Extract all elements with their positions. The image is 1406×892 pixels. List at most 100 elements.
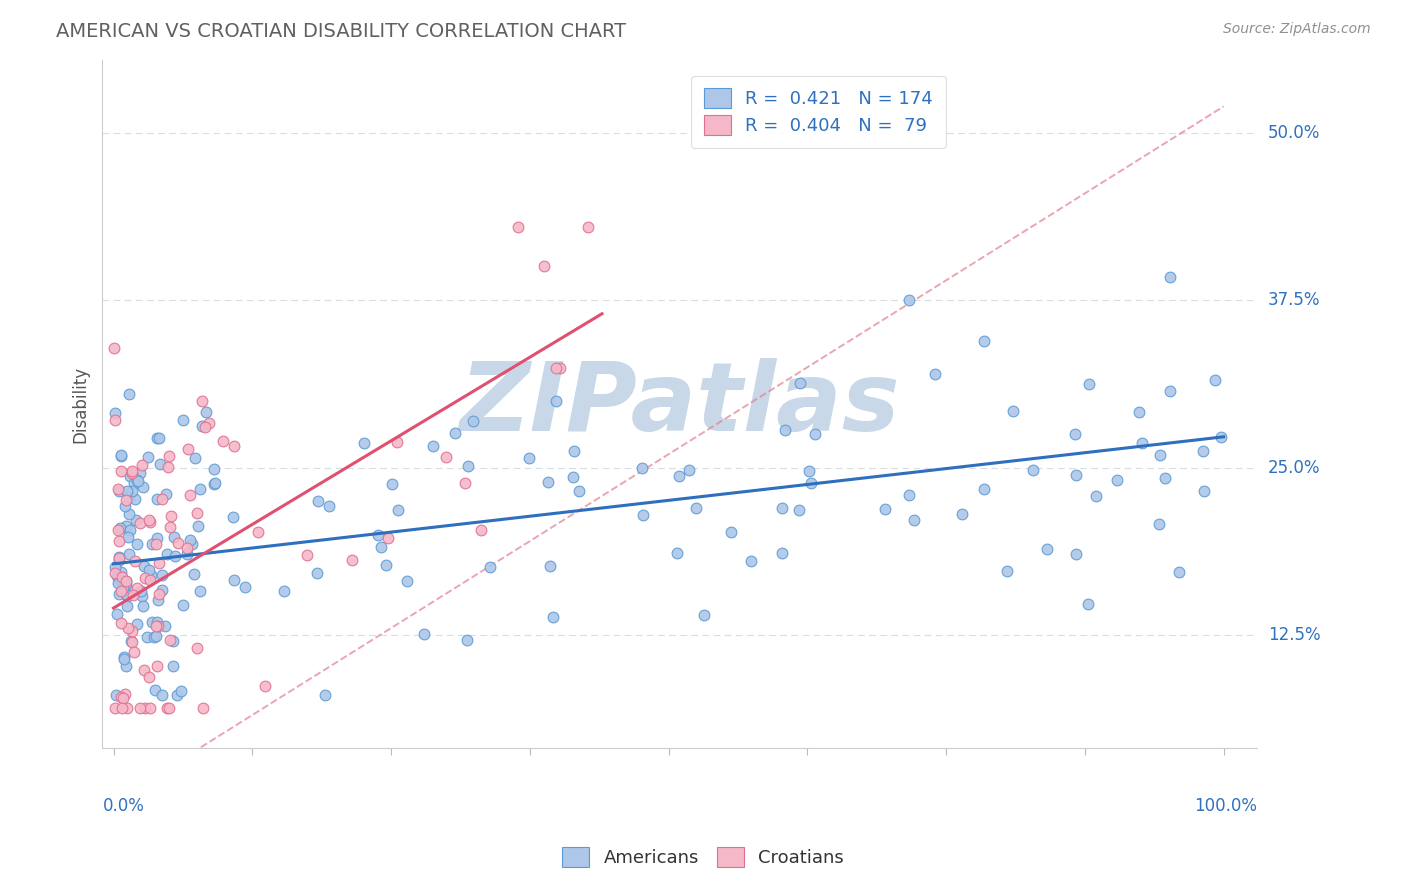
Text: 100.0%: 100.0% (1194, 797, 1257, 814)
Point (561, 470, 583, 484)
Point (211, 434, 233, 449)
Point (146, 593, 169, 607)
Point (789, 376, 811, 390)
Point (122, 476, 145, 491)
Point (139, 567, 162, 582)
Point (125, 617, 148, 632)
Point (114, 499, 136, 513)
Point (108, 550, 131, 565)
Point (129, 584, 152, 599)
Point (247, 525, 270, 540)
Point (138, 516, 160, 530)
Point (134, 663, 156, 677)
Point (107, 483, 129, 498)
Point (353, 436, 375, 450)
Point (412, 627, 434, 641)
Point (118, 507, 141, 521)
Point (1192, 444, 1215, 458)
Point (1211, 430, 1233, 444)
Point (138, 670, 160, 684)
Point (111, 582, 134, 596)
Point (1130, 436, 1153, 450)
Point (576, 219, 599, 234)
Point (693, 608, 716, 623)
Point (770, 546, 793, 560)
Point (1159, 269, 1181, 284)
Point (533, 259, 555, 273)
Point (117, 530, 139, 544)
Point (110, 569, 132, 583)
Point (124, 491, 146, 506)
Point (186, 641, 208, 656)
Point (668, 468, 690, 483)
Point (115, 576, 138, 591)
Point (150, 582, 173, 597)
Point (167, 535, 190, 549)
Point (131, 589, 153, 603)
Point (145, 537, 167, 551)
Point (110, 565, 132, 579)
Point (105, 607, 128, 622)
Point (1022, 463, 1045, 477)
Point (149, 457, 172, 471)
Point (150, 688, 173, 702)
Point (118, 469, 141, 483)
Point (148, 556, 170, 570)
Point (129, 701, 152, 715)
Point (631, 508, 654, 523)
Point (1167, 565, 1189, 579)
Text: 25.0%: 25.0% (1268, 458, 1320, 476)
Point (104, 701, 127, 715)
Point (385, 434, 408, 449)
Point (188, 584, 211, 599)
Point (564, 444, 586, 458)
Point (107, 523, 129, 537)
Point (179, 533, 201, 547)
Point (1154, 471, 1177, 485)
Point (170, 684, 193, 698)
Point (297, 548, 319, 562)
Point (104, 412, 127, 426)
Point (387, 503, 409, 517)
Point (114, 574, 136, 588)
Point (135, 630, 157, 644)
Point (121, 466, 143, 480)
Point (176, 442, 198, 456)
Point (121, 464, 143, 478)
Point (107, 553, 129, 567)
Point (166, 688, 188, 702)
Point (194, 419, 217, 434)
Point (141, 537, 163, 551)
Point (125, 537, 148, 551)
Point (118, 523, 141, 537)
Point (150, 492, 173, 507)
Point (157, 701, 180, 715)
Point (191, 418, 214, 433)
Point (254, 679, 277, 693)
Point (118, 386, 141, 401)
Point (150, 568, 173, 582)
Point (115, 599, 138, 613)
Point (117, 621, 139, 635)
Point (544, 394, 567, 409)
Point (115, 519, 138, 533)
Point (159, 632, 181, 647)
Point (162, 634, 184, 648)
Point (179, 488, 201, 502)
Text: 12.5%: 12.5% (1268, 626, 1320, 644)
Point (110, 464, 132, 478)
Point (789, 503, 811, 517)
Point (148, 587, 170, 601)
Point (1002, 403, 1025, 417)
Point (162, 659, 184, 673)
Point (973, 482, 995, 496)
Point (136, 450, 159, 464)
Point (952, 507, 974, 521)
Point (163, 530, 186, 544)
Point (1064, 467, 1087, 482)
Point (307, 494, 329, 508)
Point (138, 513, 160, 527)
Point (104, 688, 127, 702)
Legend: R =  0.421   N = 174, R =  0.404   N =  79: R = 0.421 N = 174, R = 0.404 N = 79 (690, 76, 945, 148)
Point (188, 482, 211, 496)
